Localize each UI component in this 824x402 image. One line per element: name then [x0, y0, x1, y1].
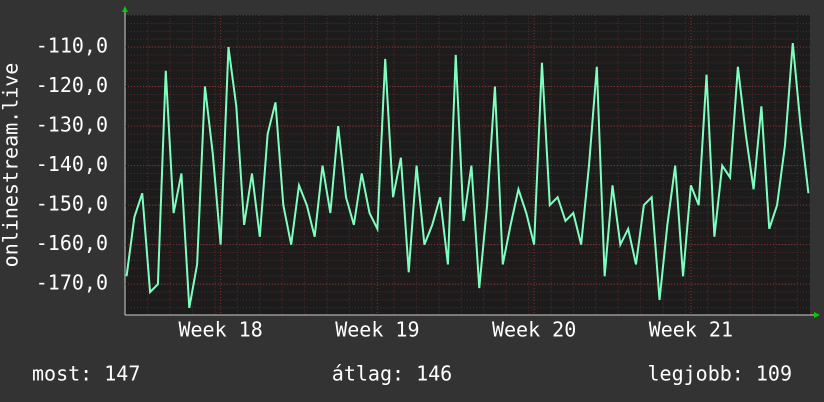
y-tick-label: -130,0 [36, 113, 108, 137]
y-tick-label: -150,0 [36, 192, 108, 216]
x-tick-label: Week 18 [178, 318, 262, 342]
legend-current: most: 147 [32, 362, 140, 386]
y-tick-label: -140,0 [36, 152, 108, 176]
minor-grid [125, 15, 810, 315]
y-tick-label: -120,0 [36, 73, 108, 97]
axis-arrow [122, 6, 128, 12]
axis-arrow [814, 312, 820, 318]
x-tick-label: Week 21 [649, 318, 733, 342]
y-axis-label: onlinestream.live [0, 63, 23, 268]
y-tick-label: -110,0 [36, 34, 108, 58]
x-tick-label: Week 19 [335, 318, 419, 342]
legend-best: legjobb: 109 [648, 362, 793, 386]
line-series [125, 42, 810, 309]
legend-average: átlag: 146 [332, 362, 452, 386]
x-tick-label: Week 20 [492, 318, 576, 342]
y-tick-label: -160,0 [36, 231, 108, 255]
y-tick-label: -170,0 [36, 271, 108, 295]
